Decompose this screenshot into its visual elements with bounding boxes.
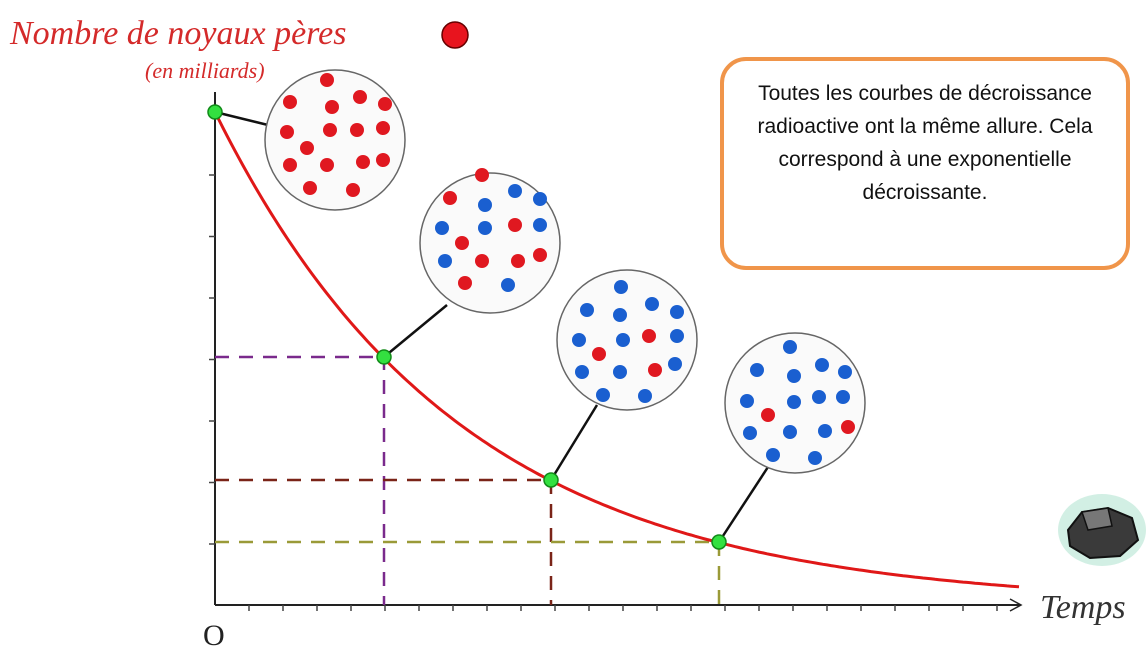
curve-point	[711, 534, 727, 550]
daughter-nucleus	[596, 388, 610, 402]
daughter-nucleus	[818, 424, 832, 438]
decorations	[207, 69, 998, 611]
parent-nucleus	[458, 276, 472, 290]
parent-nucleus	[320, 158, 334, 172]
parent-nucleus	[378, 97, 392, 111]
parent-nucleus	[346, 183, 360, 197]
daughter-nucleus	[668, 357, 682, 371]
parent-nucleus	[376, 121, 390, 135]
parent-nucleus	[320, 73, 334, 87]
daughter-nucleus	[815, 358, 829, 372]
parent-nucleus	[475, 254, 489, 268]
parent-nucleus	[303, 181, 317, 195]
daughter-nucleus	[838, 365, 852, 379]
parent-nucleus	[356, 155, 370, 169]
parent-nucleus	[455, 236, 469, 250]
note-box: Toutes les courbes de décroissance radio…	[720, 57, 1130, 270]
parent-nucleus	[841, 420, 855, 434]
parent-nucleus	[533, 248, 547, 262]
parent-nucleus	[648, 363, 662, 377]
daughter-nucleus	[670, 329, 684, 343]
daughter-nucleus	[572, 333, 586, 347]
rock-icon	[1058, 494, 1146, 566]
daughter-nucleus	[787, 395, 801, 409]
daughter-nucleus	[645, 297, 659, 311]
parent-nucleus	[443, 191, 457, 205]
parent-nucleus	[283, 95, 297, 109]
rock-facet	[1081, 507, 1113, 531]
x-axis-arrow	[1009, 598, 1023, 612]
guide-olive	[215, 540, 721, 605]
parent-nucleus	[283, 158, 297, 172]
daughter-nucleus	[478, 198, 492, 212]
parent-nucleus	[475, 168, 489, 182]
daughter-nucleus	[750, 363, 764, 377]
curve-point	[376, 349, 392, 365]
connector	[214, 110, 269, 127]
title: Nombre de noyaux pères	[9, 15, 346, 52]
daughter-nucleus	[613, 365, 627, 379]
connector	[383, 304, 448, 358]
daughter-nucleus	[638, 389, 652, 403]
daughter-nucleus	[670, 305, 684, 319]
daughter-nucleus	[533, 218, 547, 232]
connector	[717, 466, 770, 543]
daughter-nucleus	[438, 254, 452, 268]
daughter-nucleus	[614, 280, 628, 294]
daughter-nucleus	[808, 451, 822, 465]
daughter-nucleus	[766, 448, 780, 462]
parent-nucleus	[508, 218, 522, 232]
daughter-nucleus	[783, 425, 797, 439]
daughter-nucleus	[616, 333, 630, 347]
parent-nucleus	[323, 123, 337, 137]
subtitle: (en milliards)	[145, 58, 265, 83]
daughter-nucleus	[580, 303, 594, 317]
daughter-nucleus	[575, 365, 589, 379]
curve-point	[543, 472, 559, 488]
daughter-nucleus	[743, 426, 757, 440]
parent-nucleus	[353, 90, 367, 104]
daughter-nucleus	[533, 192, 547, 206]
daughter-nucleus	[613, 308, 627, 322]
daughter-nucleus	[478, 221, 492, 235]
x-axis-label: Temps	[1040, 589, 1126, 626]
decay-curve	[213, 111, 1020, 589]
daughter-nucleus	[787, 369, 801, 383]
parent-nucleus	[642, 329, 656, 343]
origin-label: O	[203, 619, 225, 646]
daughter-nucleus	[783, 340, 797, 354]
parent-nucleus-icon	[441, 21, 469, 49]
parent-nucleus	[761, 408, 775, 422]
parent-nucleus	[350, 123, 364, 137]
parent-nucleus	[280, 125, 294, 139]
parent-nucleus	[325, 100, 339, 114]
daughter-nucleus	[812, 390, 826, 404]
daughter-nucleus	[836, 390, 850, 404]
daughter-nucleus	[435, 221, 449, 235]
daughter-nucleus	[740, 394, 754, 408]
parent-nucleus	[511, 254, 525, 268]
daughter-nucleus	[508, 184, 522, 198]
parent-nucleus	[300, 141, 314, 155]
parent-nucleus	[592, 347, 606, 361]
connectors	[214, 110, 770, 543]
daughter-nucleus	[501, 278, 515, 292]
sample-circle	[419, 172, 561, 314]
sample-circle	[264, 69, 406, 211]
parent-nucleus	[376, 153, 390, 167]
connector	[549, 404, 599, 481]
curve-point	[207, 104, 223, 120]
